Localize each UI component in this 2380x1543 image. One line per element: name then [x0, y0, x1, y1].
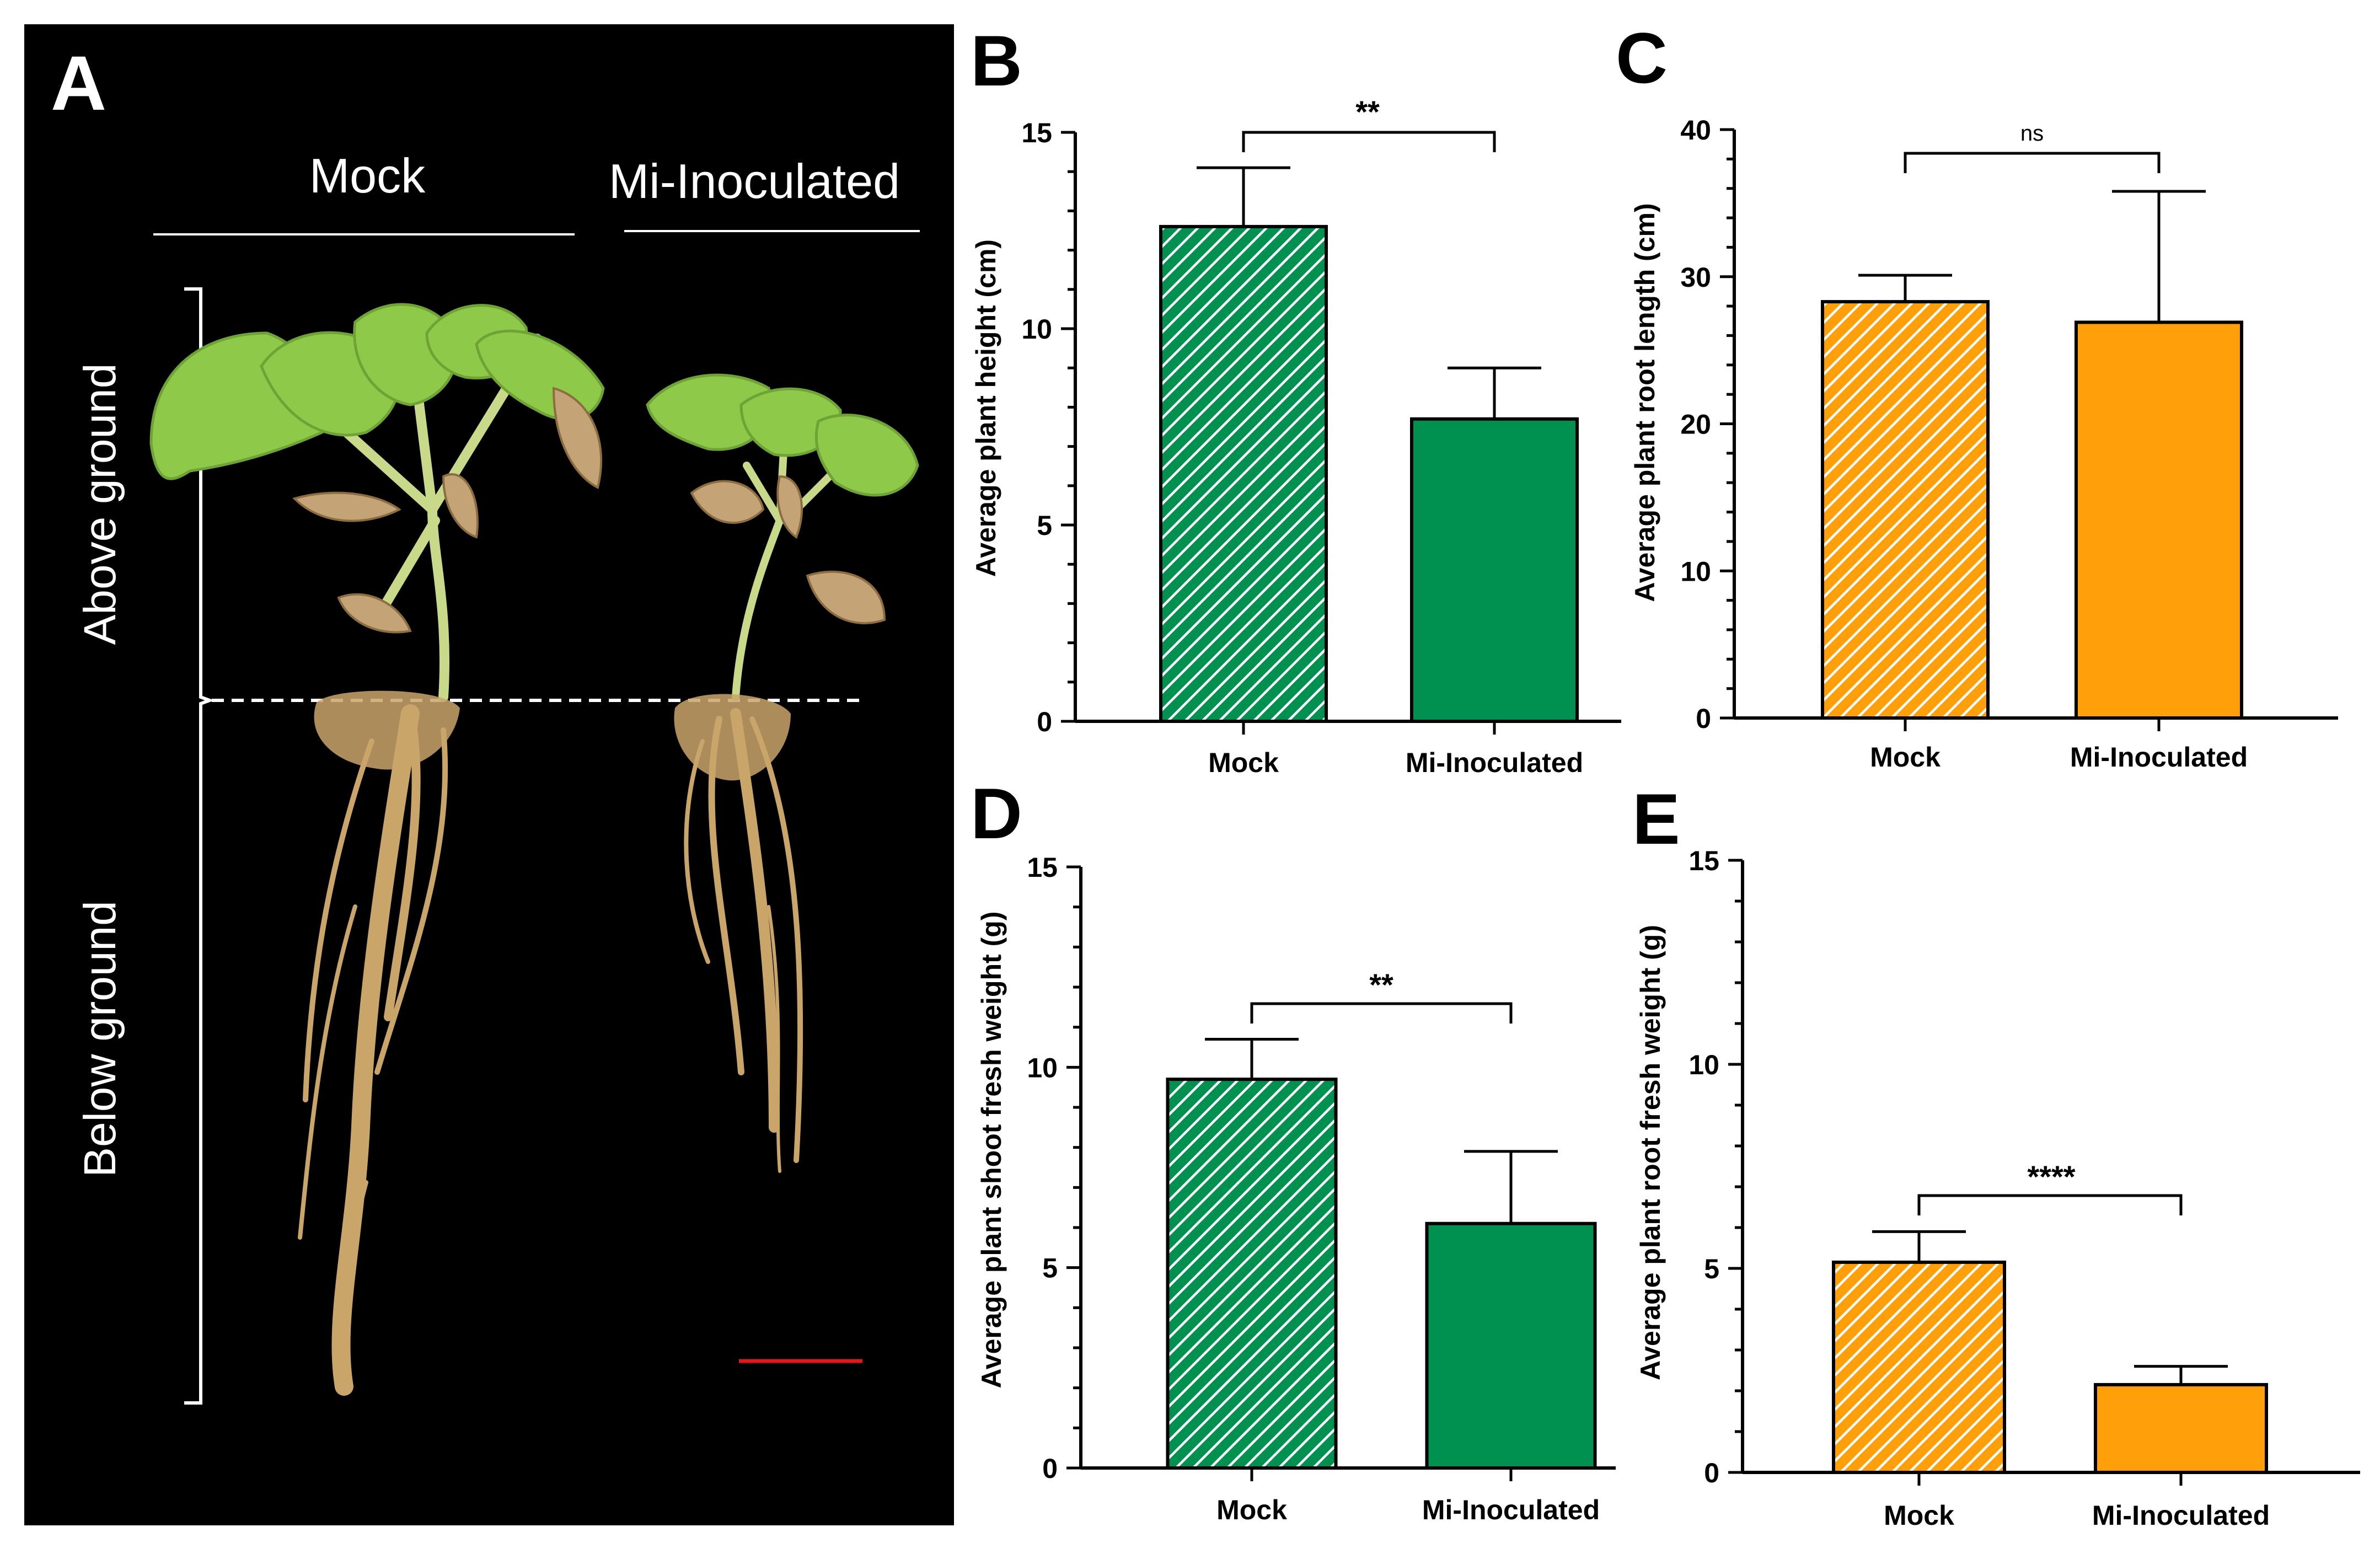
- chart-c: C Average plant root length (cm) Mock Mi…: [1616, 18, 2338, 773]
- bar-mock: [1821, 300, 1990, 720]
- y-tick-label: 5: [1042, 1253, 1058, 1284]
- y-tick-label: 10: [1021, 314, 1052, 345]
- significance-bracket: [1250, 1002, 1513, 1024]
- y-tick-label: 0: [1696, 703, 1711, 734]
- chart-e: E Average plant root fresh weight (g) Mo…: [1632, 779, 2360, 1531]
- bar-mock: [1832, 1260, 2006, 1474]
- y-tick-label: 10: [1027, 1052, 1058, 1083]
- x-tick-label-inoculated: Mi-Inoculated: [1406, 747, 1583, 778]
- bar-mi-inoculated: [2094, 1383, 2268, 1474]
- y-tick-label: 20: [1680, 409, 1711, 440]
- bar-mi-inoculated: [1425, 1221, 1597, 1470]
- x-tick-label-inoculated: Mi-Inoculated: [2092, 1500, 2270, 1531]
- column-label-mock: Mock: [309, 148, 426, 203]
- x-tick-label-mock: Mock: [1216, 1494, 1287, 1525]
- ground-bracket: [184, 287, 215, 1405]
- y-tick-label: 40: [1680, 115, 1711, 146]
- x-tick-label-mock: Mock: [1208, 747, 1279, 778]
- significance-label: **: [1355, 94, 1380, 129]
- y-tick-label: 5: [1704, 1253, 1719, 1284]
- x-tick-label-mock: Mock: [1870, 742, 1941, 773]
- y-tick-label: 15: [1688, 845, 1719, 876]
- y-axis-label: Average plant shoot fresh weight (g): [976, 912, 1007, 1389]
- y-axis-label: Average plant root length (cm): [1629, 203, 1660, 602]
- chart-b: B Average plant height (cm) Mock Mi-Inoc…: [971, 20, 1621, 778]
- panel-letter-b: B: [971, 20, 1022, 101]
- panel-letter-d: D: [971, 773, 1022, 854]
- y-tick-label: 10: [1688, 1049, 1719, 1080]
- significance-label: ****: [2027, 1159, 2075, 1194]
- inoculated-plant: [646, 373, 919, 1173]
- significance-label: ns: [2020, 121, 2044, 146]
- label-above-ground: Above ground: [75, 363, 125, 645]
- y-tick-label: 0: [1704, 1458, 1719, 1488]
- chart-d: D Average plant shoot fresh weight (g) M…: [971, 773, 1616, 1525]
- plant-photo: A Mock Mi-Inoculated Above ground Below …: [51, 40, 920, 1405]
- bar-mock: [1166, 1078, 1338, 1470]
- bar-mi-inoculated: [2075, 320, 2243, 720]
- y-axis-label: Average plant root fresh weight (g): [1635, 925, 1666, 1380]
- y-axis-label: Average plant height (cm): [971, 239, 1001, 577]
- y-tick-label: 15: [1027, 852, 1058, 883]
- bar-mock: [1159, 224, 1328, 723]
- significance-label: **: [1369, 967, 1393, 1002]
- plant-photo-panel: A Mock Mi-Inoculated Above ground Below …: [24, 24, 954, 1525]
- y-tick-label: 5: [1037, 510, 1052, 541]
- significance-bracket: [1904, 152, 2161, 173]
- x-tick-label-inoculated: Mi-Inoculated: [1422, 1494, 1600, 1525]
- y-tick-label: 0: [1042, 1453, 1058, 1484]
- panel-letter-a: A: [51, 40, 106, 126]
- y-tick-label: 10: [1680, 556, 1711, 587]
- column-label-inoculated: Mi-Inoculated: [609, 154, 900, 208]
- bar-mi-inoculated: [1410, 417, 1579, 723]
- x-tick-label-mock: Mock: [1884, 1500, 1954, 1531]
- panel-letter-e: E: [1632, 779, 1680, 859]
- x-tick-label-inoculated: Mi-Inoculated: [2070, 742, 2248, 773]
- y-tick-label: 30: [1680, 262, 1711, 293]
- significance-bracket: [1242, 131, 1496, 152]
- mock-plant: [149, 303, 605, 1396]
- significance-bracket: [1917, 1194, 2183, 1215]
- y-tick-label: 0: [1037, 706, 1052, 737]
- y-tick-label: 15: [1021, 117, 1052, 148]
- panel-letter-c: C: [1616, 18, 1668, 98]
- label-below-ground: Below ground: [75, 901, 125, 1177]
